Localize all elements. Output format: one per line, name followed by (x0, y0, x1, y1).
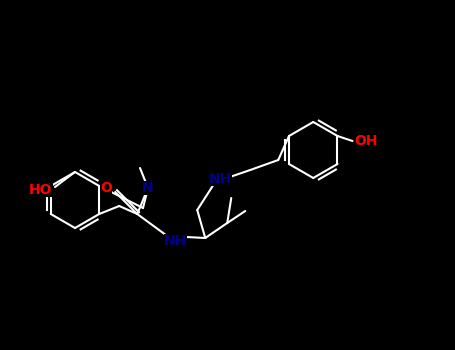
Text: NH: NH (164, 234, 187, 248)
Text: OH: OH (355, 134, 378, 148)
Text: HO: HO (29, 183, 53, 197)
Text: O: O (100, 181, 112, 195)
Text: N: N (142, 181, 154, 195)
Text: NH: NH (209, 172, 232, 186)
